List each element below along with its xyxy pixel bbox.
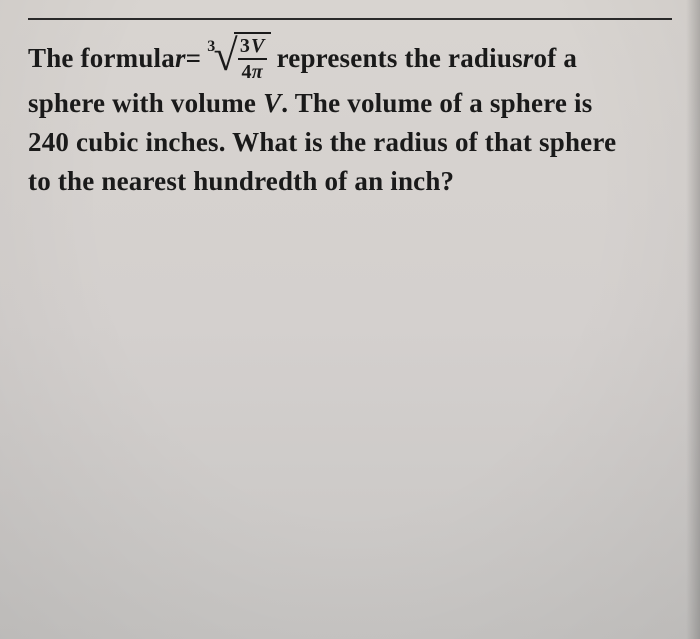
pi-symbol: π <box>252 61 263 83</box>
equals-sign: = <box>186 39 202 78</box>
line-4: to the nearest hundredth of an inch? <box>28 162 672 201</box>
variable-r-2: r <box>523 39 534 78</box>
horizontal-rule <box>28 18 672 20</box>
variable-v: V <box>263 88 281 118</box>
numerator-var: V <box>251 35 265 57</box>
text-mid-1: represents the radius <box>277 39 523 78</box>
line-3: 240 cubic inches. What is the radius of … <box>28 123 672 162</box>
text-line2-start: sphere with volume <box>28 88 263 118</box>
text-prefix: The formula <box>28 39 175 78</box>
problem-statement: The formula r = 3 √ 3V 4π <box>28 34 672 201</box>
line-1: The formula r = 3 √ 3V 4π <box>28 34 672 84</box>
cube-root-formula: 3 √ 3V 4π <box>207 34 270 84</box>
denominator-const: 4 <box>242 61 252 83</box>
page-content: The formula r = 3 √ 3V 4π <box>0 0 700 229</box>
right-edge-shadow <box>686 0 700 639</box>
fraction-numerator: 3V <box>238 36 267 58</box>
text-line2-end: . The volume of a sphere is <box>281 88 592 118</box>
text-mid-2: of a <box>534 39 578 78</box>
radicand-fraction: 3V 4π <box>234 32 271 82</box>
numerator-const: 3 <box>240 35 250 57</box>
fraction-denominator: 4π <box>240 60 265 82</box>
radical: √ 3V 4π <box>213 34 270 84</box>
variable-r: r <box>175 39 186 78</box>
line-2: sphere with volume V. The volume of a sp… <box>28 84 672 123</box>
